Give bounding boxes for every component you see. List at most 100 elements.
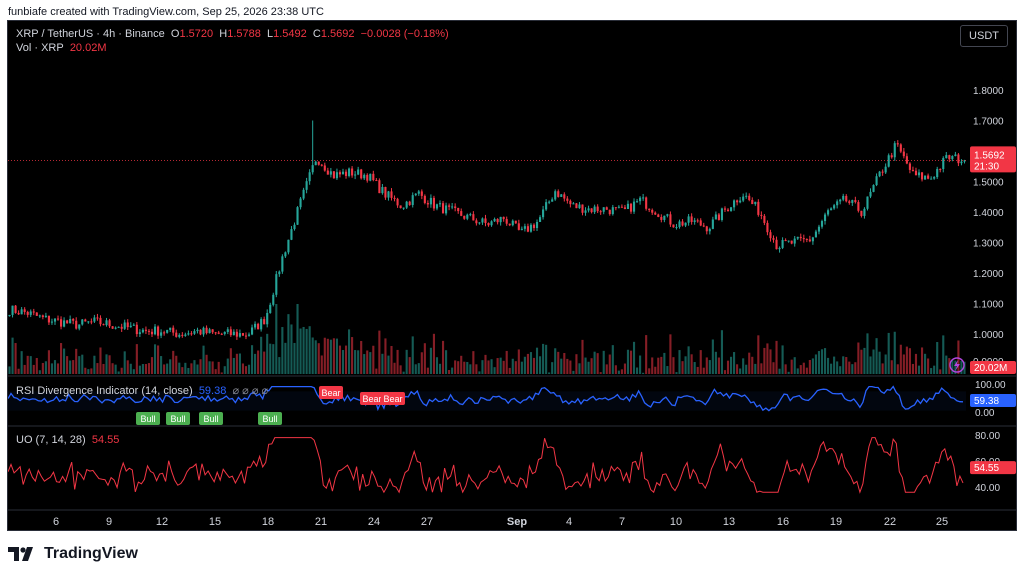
volume-bar — [408, 357, 411, 374]
volume-bar — [463, 361, 466, 374]
candle-body — [117, 326, 120, 328]
candle-body — [32, 311, 35, 313]
volume-bar — [636, 367, 639, 374]
currency-button[interactable]: USDT — [960, 25, 1008, 47]
candle-body — [526, 226, 529, 232]
candle-body — [299, 198, 302, 208]
candle-body — [147, 330, 151, 332]
candle-body — [914, 170, 918, 176]
candles — [8, 120, 966, 340]
volume-bar — [432, 333, 436, 374]
volume-bar — [223, 366, 226, 374]
chart-frame[interactable]: Bull Bull Bull Bull Bear Bear Bear 1.8000 1.700… — [7, 20, 1017, 531]
candle-body — [284, 252, 287, 257]
candle-body — [181, 334, 184, 336]
candle-body — [175, 332, 178, 337]
rsi-signal-badge — [258, 412, 282, 425]
candle-body — [17, 312, 20, 315]
candle-body — [260, 319, 263, 330]
volume-bar — [129, 363, 132, 374]
volume-bar — [399, 365, 402, 374]
candle-body — [426, 203, 429, 205]
candle-body — [120, 326, 123, 329]
volume-bar — [135, 344, 138, 374]
volume-bar — [357, 350, 360, 374]
candle-body — [317, 161, 320, 165]
candle-body — [157, 326, 160, 336]
volume-bar — [375, 368, 378, 374]
candle-body — [739, 200, 742, 203]
volume-bar — [178, 362, 181, 374]
volume-bar — [836, 361, 839, 374]
candle-body — [275, 274, 278, 295]
volume-bar — [35, 357, 38, 374]
volume-bar — [172, 350, 175, 374]
volume-bar — [817, 351, 821, 374]
volume-bar — [120, 367, 123, 374]
candle-body — [20, 309, 23, 315]
candle-body — [150, 331, 154, 335]
candle-body — [854, 200, 857, 203]
volume-bar — [593, 351, 596, 374]
volume-bar — [896, 364, 899, 374]
volume-bar — [784, 364, 787, 374]
candle-body — [951, 156, 954, 160]
candle-body — [790, 240, 793, 244]
candle-body — [575, 203, 578, 209]
brand-name: TradingView — [44, 545, 138, 562]
candle-body — [757, 201, 760, 215]
candle-body — [287, 239, 290, 253]
volume-bar — [866, 333, 869, 374]
volume-bar — [608, 354, 611, 374]
volume-bar — [235, 353, 238, 374]
volume-bar — [605, 364, 608, 374]
volume-bar — [802, 362, 805, 374]
volume-bar — [472, 351, 475, 374]
candle-body — [532, 224, 536, 229]
volume-bar — [26, 355, 29, 374]
volume-bar — [487, 360, 490, 374]
candle-body — [802, 238, 805, 240]
candle-body — [784, 240, 787, 242]
rsi-hidden-icons[interactable]: ⌀ ⌀ ⌀ ⌀ — [232, 385, 269, 397]
volume-bar — [293, 342, 296, 374]
volume-bar — [920, 347, 924, 374]
volume-bar — [611, 345, 614, 374]
candle-body — [799, 236, 802, 239]
volume-bar — [372, 345, 375, 374]
candle-body — [229, 329, 232, 336]
volume-bar — [250, 345, 254, 374]
volume-bar — [778, 368, 781, 374]
volume-bar — [435, 357, 439, 374]
volume-bar — [890, 360, 893, 374]
uo-value-tag-label: 54.55 — [974, 463, 999, 474]
candle-body — [611, 207, 614, 215]
volume-bar — [393, 362, 396, 374]
volume-bar — [114, 364, 117, 374]
volume-bar — [314, 340, 317, 374]
candle-body — [814, 231, 817, 238]
candle-body — [202, 327, 205, 335]
candle-body — [357, 169, 360, 175]
volume-bar — [305, 328, 308, 374]
candle-body — [645, 197, 648, 209]
volume-bar — [244, 366, 248, 374]
volume-bar — [123, 351, 126, 374]
time-tick: 7 — [619, 516, 625, 528]
candle-body — [869, 191, 872, 197]
candle-body — [729, 207, 733, 211]
symbol-legend: XRP / TetherUS · 4h · Binance O1.5720 H1… — [16, 28, 449, 40]
candle-body — [320, 164, 323, 166]
volume-bar — [726, 360, 730, 374]
volume-bar — [875, 338, 878, 374]
uo-value-tag — [970, 461, 1016, 475]
candle-body — [199, 329, 202, 335]
candle-body — [399, 205, 402, 209]
volume-bar — [241, 363, 245, 374]
volume-bar — [514, 361, 517, 374]
volume-bar — [78, 356, 81, 374]
volume-bar — [845, 357, 848, 374]
tradingview-logo[interactable]: TradingView — [8, 545, 138, 563]
volume-bar — [438, 363, 442, 374]
